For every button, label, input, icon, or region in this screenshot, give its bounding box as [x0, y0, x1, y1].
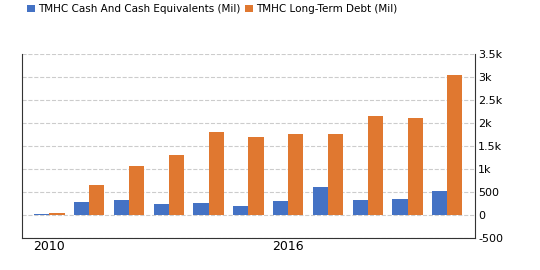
Bar	[408, 118, 423, 215]
Bar	[328, 134, 343, 215]
Bar	[89, 185, 104, 215]
Bar	[169, 155, 184, 215]
Bar	[233, 206, 248, 215]
Legend: TMHC Cash And Cash Equivalents (Mil), TMHC Long-Term Debt (Mil): TMHC Cash And Cash Equivalents (Mil), TM…	[27, 4, 397, 14]
Bar	[288, 134, 303, 215]
Bar	[50, 213, 65, 215]
Bar	[353, 200, 368, 215]
Bar	[114, 200, 129, 215]
Bar	[447, 75, 462, 215]
Bar	[35, 214, 50, 215]
Bar	[273, 201, 288, 215]
Bar	[313, 187, 328, 215]
Bar	[74, 202, 89, 215]
Bar	[248, 137, 264, 215]
Bar	[393, 199, 408, 215]
Bar	[193, 203, 208, 215]
Bar	[432, 191, 447, 215]
Bar	[208, 132, 224, 215]
Bar	[129, 166, 144, 215]
Bar	[154, 204, 169, 215]
Bar	[368, 116, 383, 215]
